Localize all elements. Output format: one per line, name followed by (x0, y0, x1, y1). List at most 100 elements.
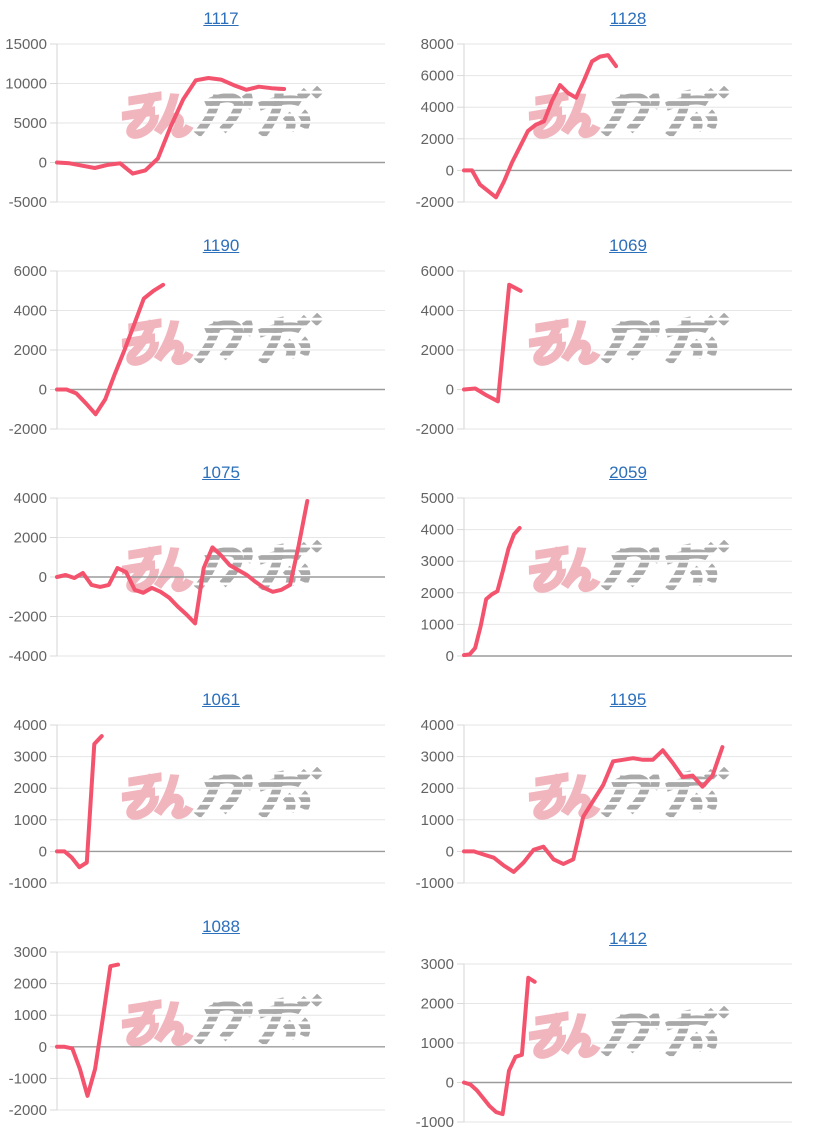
y-axis-label: 6000 (421, 263, 454, 280)
sparkline-chart: 3000 2000 1000 0 -1000 -2000 (9, 944, 385, 1119)
y-axis-label: 2000 (14, 780, 47, 797)
y-axis-label: 4000 (421, 522, 454, 539)
y-axis-label: 8000 (421, 36, 454, 53)
chart-card: 1075 4000 2000 0 -2000 -4000 (0, 454, 407, 681)
chart-title-link[interactable]: 1117 (203, 9, 239, 28)
chart-title-link[interactable]: 1088 (202, 917, 240, 936)
chart-title-link[interactable]: 1195 (609, 690, 647, 709)
data-line (462, 53, 618, 200)
y-axis-label: 3000 (421, 553, 454, 570)
y-axis-label: 2000 (14, 342, 47, 359)
data-line (55, 76, 287, 176)
sparkline-chart: 4000 3000 2000 1000 0 -1000 (9, 717, 385, 892)
y-axis-label: 2000 (14, 530, 47, 547)
chart-card: 1117 15000 10000 5000 0 -5000 (0, 0, 407, 227)
chart-title-link[interactable]: 1069 (609, 236, 647, 255)
minkabu-watermark-icon (121, 993, 324, 1047)
data-line (462, 526, 522, 658)
minkabu-watermark-icon (528, 1005, 731, 1059)
y-axis-label: 4000 (14, 717, 47, 734)
y-axis-label: 2000 (421, 131, 454, 148)
y-axis-label: -1000 (9, 875, 47, 892)
chart-card: 1412 3000 2000 1000 0 -1000 (407, 920, 815, 1147)
y-axis-label: 2000 (421, 780, 454, 797)
y-axis-label: -2000 (9, 609, 47, 626)
y-axis-label: 3000 (14, 749, 47, 766)
y-axis-label: -2000 (416, 421, 454, 438)
y-axis-label: -2000 (9, 1102, 47, 1119)
sparkline-chart: 8000 6000 4000 2000 0 -2000 (416, 36, 792, 211)
y-axis-label: 5000 (14, 115, 47, 132)
y-axis-label: 1000 (14, 1007, 47, 1024)
y-axis-label: 0 (39, 382, 47, 399)
minkabu-watermark-icon (121, 312, 324, 366)
chart-card: 1128 8000 6000 4000 2000 0 -2000 (407, 0, 815, 227)
y-axis-label: 6000 (14, 263, 47, 280)
y-axis-label: 0 (39, 155, 47, 172)
y-axis-label: -5000 (9, 194, 47, 211)
y-axis-label: 2000 (421, 342, 454, 359)
y-axis-label: 5000 (421, 490, 454, 507)
y-axis-label: 2000 (421, 996, 454, 1013)
y-axis-label: 2000 (421, 585, 454, 602)
chart-title-link[interactable]: 2059 (609, 463, 647, 482)
chart-card: 1061 4000 3000 2000 1000 0 -1000 (0, 681, 407, 908)
chart-card: 1088 3000 2000 1000 0 -1000 -2000 (0, 908, 407, 1135)
y-axis-label: 0 (446, 162, 454, 179)
sparkline-chart: 3000 2000 1000 0 -1000 (416, 956, 792, 1131)
y-axis-label: 3000 (421, 749, 454, 766)
y-axis-label: 4000 (421, 717, 454, 734)
y-axis-label: 1000 (421, 616, 454, 633)
chart-title-link[interactable]: 1061 (202, 690, 240, 709)
y-axis-label: 4000 (14, 303, 47, 320)
sparkline-chart: 4000 2000 0 -2000 -4000 (9, 490, 385, 665)
y-axis-label: 1000 (421, 812, 454, 829)
chart-card: 1069 6000 4000 2000 0 -2000 (407, 227, 815, 454)
chart-card: 1195 4000 3000 2000 1000 0 -1000 (407, 681, 815, 908)
y-axis-label: 4000 (421, 99, 454, 116)
y-axis-label: 6000 (421, 68, 454, 85)
sparkline-chart: 4000 3000 2000 1000 0 -1000 (416, 717, 792, 892)
chart-title-link[interactable]: 1075 (202, 463, 240, 482)
y-axis-label: 15000 (5, 36, 47, 53)
data-line (55, 734, 104, 870)
y-axis-label: 3000 (421, 956, 454, 973)
y-axis-label: 3000 (14, 944, 47, 961)
chart-title-link[interactable]: 1412 (609, 929, 647, 948)
minkabu-watermark-icon (121, 766, 324, 820)
minkabu-watermark-icon (528, 539, 731, 593)
chart-card: 2059 5000 4000 3000 2000 1000 0 (407, 454, 815, 681)
sparkline-chart: 6000 4000 2000 0 -2000 (416, 263, 792, 438)
y-axis-label: -2000 (416, 194, 454, 211)
y-axis-label: 10000 (5, 76, 47, 93)
y-axis-label: -4000 (9, 648, 47, 665)
y-axis-label: 0 (39, 843, 47, 860)
chart-title-link[interactable]: 1190 (202, 236, 240, 255)
data-line (462, 975, 537, 1117)
y-axis-label: 0 (39, 1039, 47, 1056)
data-line (462, 282, 523, 404)
y-axis-label: -1000 (9, 1070, 47, 1087)
y-axis-label: 4000 (421, 303, 454, 320)
y-axis-label: 4000 (14, 490, 47, 507)
sparkline-chart: 15000 10000 5000 0 -5000 (5, 36, 385, 211)
chart-title-link[interactable]: 1128 (609, 9, 647, 28)
y-axis-label: 1000 (421, 1035, 454, 1052)
chart-card: 1190 6000 4000 2000 0 -2000 (0, 227, 407, 454)
y-axis-label: 0 (446, 1075, 454, 1092)
minkabu-watermark-icon (528, 766, 731, 820)
y-axis-label: -1000 (416, 875, 454, 892)
data-line (55, 499, 310, 626)
minkabu-watermark-icon (121, 85, 324, 139)
y-axis-label: 0 (446, 382, 454, 399)
sparkline-chart: 6000 4000 2000 0 -2000 (9, 263, 385, 438)
minkabu-watermark-icon (528, 312, 731, 366)
data-line (55, 962, 120, 1098)
y-axis-label: 0 (39, 569, 47, 586)
data-line (462, 745, 725, 874)
y-axis-label: 0 (446, 648, 454, 665)
data-line (55, 282, 166, 417)
y-axis-label: -1000 (416, 1114, 454, 1131)
y-axis-label: 0 (446, 843, 454, 860)
